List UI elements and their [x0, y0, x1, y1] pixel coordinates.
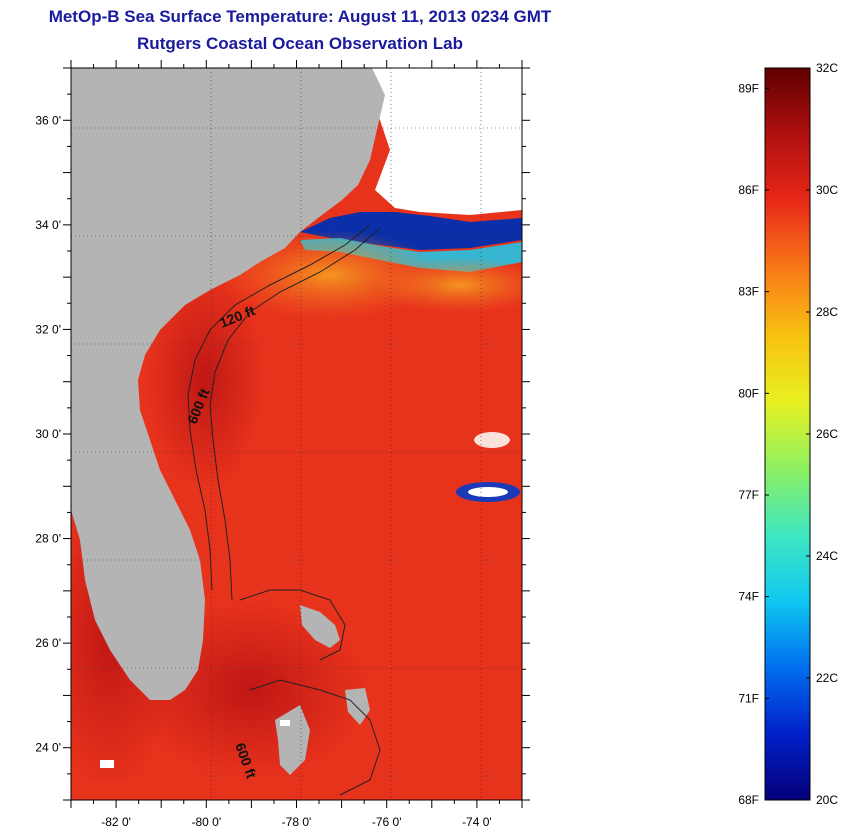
fahrenheit-label: 74F: [738, 590, 759, 604]
lat-tick-label: 32 0': [35, 322, 61, 336]
colorbar: [764, 67, 811, 801]
lon-tick-label: -80 0': [191, 815, 221, 829]
axis-ticks: 36 0' 34 0' 32 0' 30 0' 28 0' 26 0' 24 0' -82 0…: [35, 60, 530, 829]
lon-tick-label: -82 0': [101, 815, 131, 829]
celsius-label: 20C: [816, 793, 838, 807]
isobath-120ft: [187, 224, 371, 591]
lat-tick-label: 30 0': [35, 427, 61, 441]
celsius-label: 22C: [816, 671, 838, 685]
map-title: MetOp-B Sea Surface Temperature: August …: [48, 7, 552, 26]
fahrenheit-label: 80F: [738, 386, 759, 400]
warm-coastal-band: [145, 270, 265, 490]
celsius-label: 28C: [816, 305, 838, 319]
fahrenheit-label: 86F: [738, 183, 759, 197]
lat-tick-label: 26 0': [35, 636, 61, 650]
celsius-label: 24C: [816, 549, 838, 563]
celsius-label: 26C: [816, 427, 838, 441]
lat-tick-label: 28 0': [35, 532, 61, 546]
no-data-region: [360, 68, 522, 215]
isobath-600ft: [209, 227, 381, 601]
lat-tick-label: 34 0': [35, 218, 61, 232]
lon-tick-label: -78 0': [282, 815, 312, 829]
lon-tick-label: -76 0': [372, 815, 402, 829]
land-bahamas: [300, 605, 340, 648]
land-mainland: [71, 68, 385, 700]
fahrenheit-label: 77F: [738, 488, 759, 502]
lon-tick-label: -74 0': [462, 815, 492, 829]
lat-tick-label: 36 0': [35, 113, 61, 127]
colorbar-labels: 32C 30C 28C 26C 24C 22C 20C 89F 86F 83F 80F 77F 74F 7…: [738, 61, 838, 807]
fahrenheit-label: 71F: [738, 691, 759, 705]
celsius-label: 32C: [816, 61, 838, 75]
celsius-label: 30C: [816, 183, 838, 197]
fahrenheit-label: 89F: [738, 81, 759, 95]
fahrenheit-label: 83F: [738, 285, 759, 299]
lat-tick-label: 24 0': [35, 741, 61, 755]
fahrenheit-label: 68F: [738, 793, 759, 807]
map-subtitle: Rutgers Coastal Ocean Observation Lab: [137, 34, 463, 53]
